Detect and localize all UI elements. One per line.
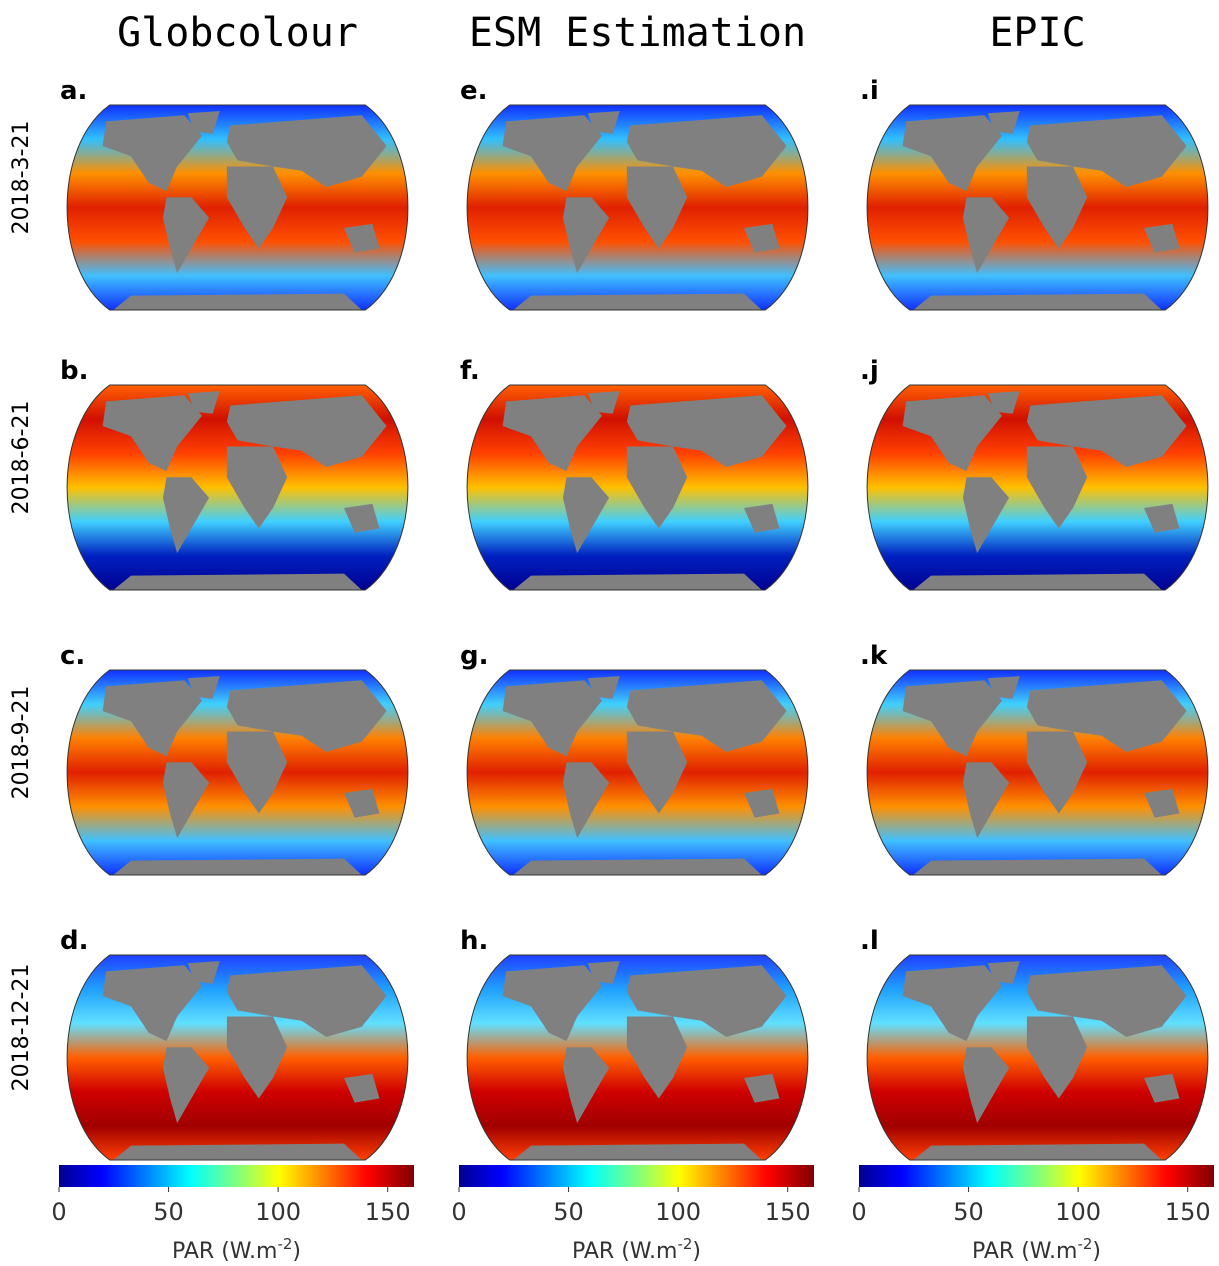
map [455,670,820,875]
map [455,105,820,310]
colorbar-tick-label: 50 [153,1198,184,1226]
land [113,574,362,590]
land [513,574,762,590]
colorbar-tick-label: 0 [51,1198,66,1226]
row-label: 2018-9-21 [9,686,34,800]
map [855,670,1219,875]
panel-label: d. [60,926,89,956]
panel-label: e. [460,76,488,106]
colorbar-tick-label: 100 [255,1198,301,1226]
panel-label: a. [60,76,87,106]
panel-label: .k [860,641,888,671]
label-text: PAR (W.m [972,1239,1077,1264]
land [513,859,762,875]
label-sup: -2 [1077,1235,1092,1253]
colorbar-label: PAR (W.m-2) [172,1235,301,1264]
colorbar [59,1165,414,1187]
land [913,574,1162,590]
colorbar-tick-label: 50 [953,1198,984,1226]
row-label: 2018-12-21 [9,964,34,1092]
colorbar-tick-label: 150 [1165,1198,1211,1226]
colorbar-tick-label: 100 [655,1198,701,1226]
column-title: ESM Estimation [469,10,806,56]
panel-label: h. [460,926,488,956]
map [455,385,820,590]
map [55,955,420,1160]
land [513,1144,762,1160]
land [913,294,1162,310]
column-title: EPIC [989,10,1085,56]
map [55,670,420,875]
map [55,385,420,590]
colorbar-tick-label: 100 [1055,1198,1101,1226]
panel-label: g. [460,641,489,671]
panel-label: .l [860,926,879,956]
panel-label: .j [860,356,879,386]
land [913,1144,1162,1160]
map [855,955,1219,1160]
colorbar-tick-label: 50 [553,1198,584,1226]
colorbar-tick-label: 0 [851,1198,866,1226]
colorbar-tick-label: 150 [365,1198,411,1226]
land [513,294,762,310]
label-sup: -2 [277,1235,292,1253]
land [113,859,362,875]
colorbar-label: PAR (W.m-2) [972,1235,1101,1264]
colorbar-tick-label: 0 [451,1198,466,1226]
figure: 2018-3-21 2018-6-21 2018-9-21 2018-12-21 Glo… [0,0,1219,1266]
label-sup: -2 [677,1235,692,1253]
row-label: 2018-6-21 [9,401,34,515]
panel-label: f. [460,356,480,386]
panel-label: .i [860,76,879,106]
column-title: Globcolour [117,10,358,56]
map [855,105,1219,310]
colorbar-label: PAR (W.m-2) [572,1235,701,1264]
label-end: ) [1092,1239,1101,1264]
map [855,385,1219,590]
row-label: 2018-3-21 [9,121,34,235]
map [455,955,820,1160]
land [113,1144,362,1160]
colorbar-tick-label: 150 [765,1198,811,1226]
label-text: PAR (W.m [172,1239,277,1264]
map [55,105,420,310]
land [913,859,1162,875]
panel-label: b. [60,356,89,386]
land [113,294,362,310]
panel-label: c. [60,641,85,671]
colorbar [859,1165,1214,1187]
label-end: ) [692,1239,701,1264]
label-end: ) [292,1239,301,1264]
colorbar [459,1165,814,1187]
label-text: PAR (W.m [572,1239,677,1264]
